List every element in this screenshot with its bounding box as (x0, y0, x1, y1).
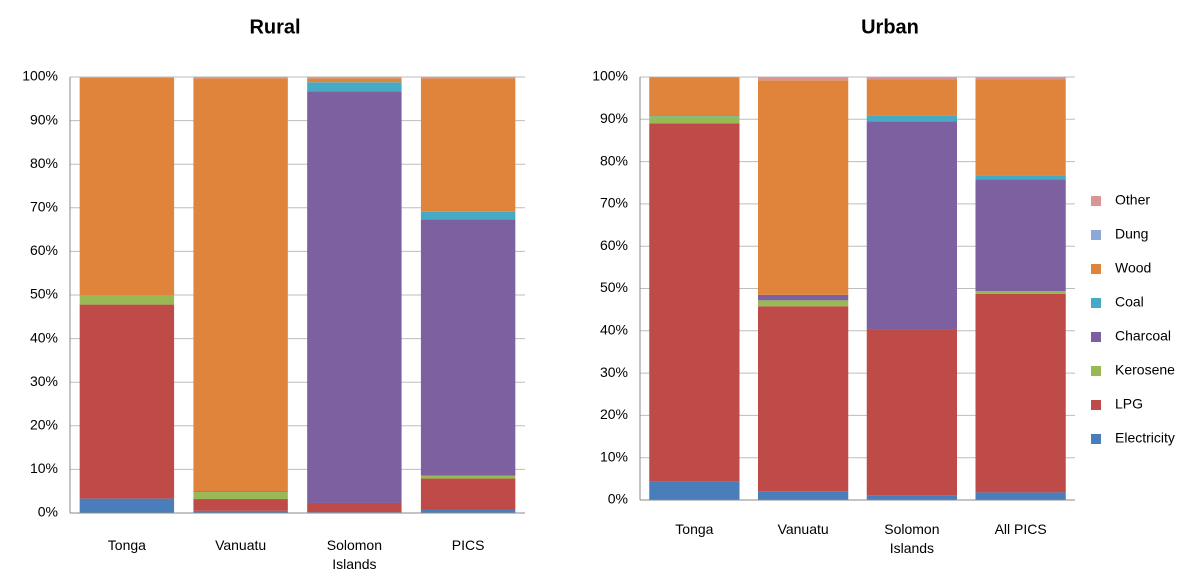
bar-segment (975, 77, 1066, 80)
y-tick-label: 20% (600, 406, 628, 422)
bar-segment (866, 329, 958, 496)
bar-segment (649, 123, 740, 482)
y-tick-label: 70% (600, 195, 628, 211)
y-tick-label: 10% (600, 448, 628, 464)
legend-label: Other (1115, 192, 1150, 208)
y-tick-label: 90% (30, 111, 58, 127)
y-tick-label: 50% (30, 286, 58, 302)
y-tick-label: 90% (600, 110, 628, 126)
y-tick-label: 0% (608, 491, 628, 507)
bar-segment (649, 77, 740, 116)
legend-label: Dung (1115, 226, 1148, 242)
y-tick-label: 100% (22, 68, 58, 84)
x-tick-label: Vanuatu (215, 537, 267, 553)
bar-segment (79, 295, 175, 305)
y-tick-label: 70% (30, 199, 58, 215)
y-tick-label: 60% (30, 242, 58, 258)
legend-swatch (1091, 332, 1101, 342)
legend-label: Charcoal (1115, 328, 1171, 344)
bar-segment (420, 78, 516, 212)
bar-segment (975, 175, 1066, 180)
x-tick-label: PICS (451, 537, 485, 553)
bar-segment (420, 478, 516, 510)
y-tick-label: 80% (600, 152, 628, 168)
bar-segment (307, 502, 402, 513)
legend-swatch (1091, 230, 1101, 240)
bar-segment (420, 77, 516, 79)
bar-segment (757, 80, 849, 295)
bar-segment (420, 509, 516, 513)
bar-segment (757, 294, 849, 301)
y-tick-label: 80% (30, 155, 58, 171)
bar-segment (866, 121, 958, 330)
bar-segment (307, 77, 402, 79)
bar-segment (975, 179, 1066, 292)
x-tick-label: Vanuatu (777, 521, 829, 537)
y-tick-label: 100% (592, 68, 628, 84)
y-tick-label: 20% (30, 417, 58, 433)
bar-segment (307, 82, 402, 92)
y-tick-label: 60% (600, 237, 628, 253)
bar-segment (975, 291, 1066, 294)
bar-segment (757, 491, 849, 500)
legend-label: LPG (1115, 396, 1143, 412)
bar-segment (866, 77, 958, 80)
legend-swatch (1091, 298, 1101, 308)
legend-label: Coal (1115, 294, 1144, 310)
y-tick-label: 40% (600, 322, 628, 338)
x-tick-label: All PICS (994, 521, 1047, 537)
bar-segment (193, 510, 288, 513)
y-tick-label: 10% (30, 460, 58, 476)
bar-segment (975, 293, 1066, 493)
legend-swatch (1091, 264, 1101, 274)
legend-label: Wood (1115, 260, 1151, 276)
bar-segment (975, 79, 1066, 176)
y-tick-label: 40% (30, 329, 58, 345)
x-tick-label: Solomon Islands (326, 537, 382, 572)
legend-swatch (1091, 434, 1101, 444)
bar-segment (420, 211, 516, 220)
legend-swatch (1091, 366, 1101, 376)
bar-segment (757, 306, 849, 492)
bar-segment (420, 219, 516, 476)
bar-segment (79, 77, 175, 78)
bar-segment (757, 300, 849, 307)
x-tick-label: Solomon Islands (884, 521, 940, 556)
y-tick-label: 0% (38, 504, 58, 520)
bar-segment (975, 492, 1066, 500)
bar-segment (307, 78, 402, 83)
chart-title: Urban (861, 16, 919, 38)
bar-segment (79, 498, 175, 513)
legend-swatch (1091, 196, 1101, 206)
x-tick-label: Tonga (675, 521, 714, 537)
bar-segment (193, 499, 288, 511)
bar-segment (866, 495, 958, 500)
legend-swatch (1091, 400, 1101, 410)
bar-segment (79, 304, 175, 499)
bar-segment (866, 115, 958, 122)
bar-segment (757, 77, 849, 81)
bar-segment (193, 492, 288, 500)
legend-label: Electricity (1115, 430, 1175, 446)
bar-segment (193, 77, 288, 79)
bar-segment (649, 115, 740, 117)
bar-segment (420, 475, 516, 479)
bar-segment (193, 78, 288, 492)
bar-segment (79, 77, 175, 296)
bar-segment (307, 91, 402, 503)
y-tick-label: 50% (600, 279, 628, 295)
bar-segment (193, 491, 288, 493)
x-tick-label: Tonga (107, 537, 146, 553)
chart-title: Rural (249, 16, 300, 38)
legend-label: Kerosene (1115, 362, 1175, 378)
bar-segment (649, 481, 740, 500)
y-tick-label: 30% (30, 373, 58, 389)
bar-segment (649, 116, 740, 124)
bar-segment (866, 79, 958, 116)
y-tick-label: 30% (600, 364, 628, 380)
